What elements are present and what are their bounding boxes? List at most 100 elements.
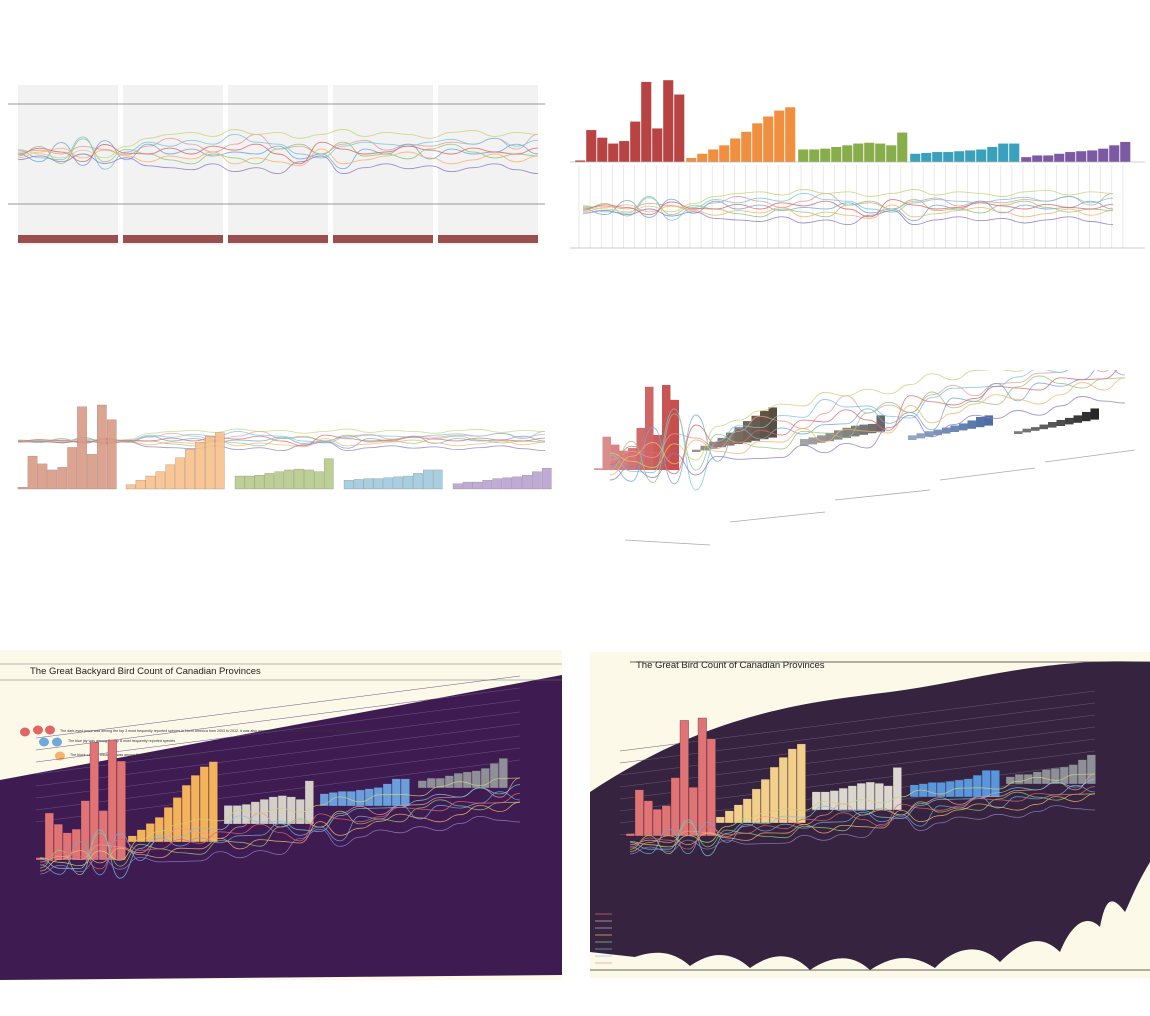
bar: [163, 807, 173, 843]
bar: [892, 767, 902, 811]
bar: [223, 805, 233, 825]
bar: [618, 140, 630, 163]
bar: [990, 770, 1000, 798]
series-line: [39, 793, 521, 870]
bar: [136, 829, 146, 843]
bar: [602, 436, 611, 470]
bar: [760, 779, 770, 824]
purple-band: [0, 675, 562, 980]
bar: [734, 427, 743, 444]
panel-poster-wing: The Great Bird Count of Canadian Provinc…: [590, 652, 1150, 978]
bar: [254, 474, 265, 490]
note-text: The dark-eyed junco was among the top 3 …: [60, 729, 374, 733]
poster-title: The Great Backyard Bird Count of Canadia…: [30, 666, 261, 677]
bar: [199, 766, 209, 843]
bar: [87, 454, 97, 490]
bar: [920, 152, 932, 163]
bar: [797, 149, 809, 163]
series-line: [582, 197, 1114, 218]
bar: [768, 407, 777, 438]
bar: [435, 777, 445, 789]
bar: [1086, 754, 1096, 785]
series-line: [17, 140, 539, 170]
bar: [155, 471, 166, 490]
series-line: [629, 786, 1096, 850]
facet-axis: [729, 511, 826, 523]
series-line: [629, 791, 1096, 855]
bar: [760, 410, 769, 440]
chart-line-multiples: [8, 85, 545, 245]
bar: [264, 473, 275, 490]
bar: [432, 469, 443, 490]
series-line: [17, 133, 539, 170]
series-line: [629, 773, 1096, 848]
bar: [729, 138, 741, 163]
bar: [363, 478, 374, 490]
bar: [707, 149, 719, 163]
bar: [685, 157, 697, 163]
bar: [959, 423, 968, 431]
panel-perspective: [580, 370, 1150, 550]
bar: [972, 774, 982, 798]
bar: [314, 471, 324, 490]
bar: [77, 406, 87, 490]
bar: [482, 480, 493, 490]
line-series-group: [609, 370, 1126, 491]
bar: [942, 427, 951, 434]
bar: [480, 768, 490, 789]
bar: [645, 386, 654, 470]
bar: [423, 469, 433, 490]
series-line: [609, 370, 1126, 485]
bar: [1073, 415, 1082, 423]
bar: [1005, 776, 1015, 785]
bar: [773, 110, 785, 163]
bar: [769, 766, 779, 824]
bar: [852, 143, 864, 163]
series-line: [17, 129, 539, 159]
series-line: [629, 779, 1096, 857]
bar: [274, 471, 285, 490]
bar: [950, 425, 959, 432]
bar: [909, 784, 919, 798]
bar: [964, 149, 976, 163]
bar: [337, 791, 347, 807]
bar: [825, 432, 834, 442]
panel-poster-purple: The dark-eyed junco was among the top 3 …: [0, 650, 562, 980]
facet-label-bar: [18, 235, 118, 243]
bar-group: [574, 79, 685, 163]
facet-bg: [333, 85, 433, 245]
bar-group: [908, 415, 993, 440]
bar: [353, 479, 364, 490]
bar: [856, 783, 866, 811]
bar: [522, 474, 532, 490]
bar: [820, 791, 830, 811]
bar: [643, 800, 653, 837]
bar: [403, 475, 413, 490]
bar: [541, 468, 552, 490]
panel-bars-over-lines: [565, 70, 1150, 255]
bar: [709, 441, 718, 449]
bird-icon: [39, 737, 49, 747]
facet-bg: [18, 85, 118, 245]
bar: [625, 833, 635, 837]
series-line: [17, 147, 539, 167]
series-line: [582, 192, 1114, 221]
series-line: [39, 784, 521, 879]
bar-group: [1005, 754, 1096, 785]
bar-group: [234, 458, 334, 490]
line-series-group: [17, 129, 539, 175]
poster-title: The Great Bird Count of Canadian Provinc…: [636, 660, 825, 671]
bar: [841, 144, 853, 163]
bar: [1059, 766, 1069, 785]
bar: [808, 149, 820, 163]
bar: [391, 778, 401, 807]
bar-group: [125, 432, 225, 490]
bar: [859, 424, 868, 435]
bar: [740, 131, 752, 163]
bar: [413, 473, 423, 490]
bar: [1082, 411, 1091, 422]
bar: [181, 784, 191, 843]
bar: [925, 431, 934, 437]
facet-bg: [123, 85, 223, 245]
bar: [1086, 149, 1098, 163]
